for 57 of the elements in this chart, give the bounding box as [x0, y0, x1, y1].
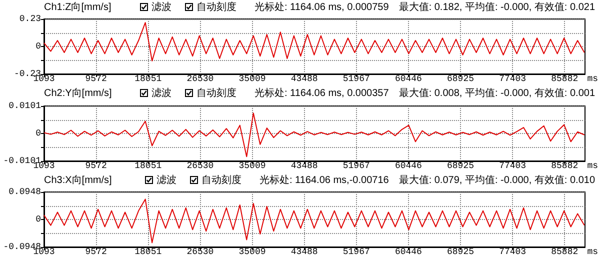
text: 光标处: 1164.06 ms,-0.00716	[259, 174, 389, 187]
x-tick-label: 60446	[394, 74, 422, 84]
line-series	[44, 198, 585, 244]
text: 最大值: 0.079, 平均值: -0.000, 有效值: 0.010	[398, 174, 595, 187]
x-tick-label: 35009	[238, 74, 266, 84]
x-axis-title: ms	[587, 160, 598, 171]
chart-title: Ch2:Y向[mm/s]	[44, 87, 113, 100]
x-tick-label: 85882	[551, 160, 578, 171]
chart-title: Ch1:Z向[mm/s]	[44, 0, 112, 14]
x-tick-label: 9572	[85, 160, 107, 171]
x-tick-label: 68925	[447, 160, 474, 171]
x-tick-label: 85882	[551, 247, 578, 258]
y-tick-label: 0	[36, 128, 41, 138]
text: 自动刻度	[200, 174, 242, 187]
text: 最大值: 0.008, 平均值: -0.000, 有效值: 0.001	[398, 86, 595, 100]
y-tick-label: 0	[36, 42, 41, 52]
x-tick-label: 51967	[342, 160, 370, 171]
x-tick-label: 77403	[499, 74, 526, 84]
x-tick-label: 77403	[499, 247, 526, 258]
text: 光标处: 1164.06 ms, 0.000759	[254, 0, 389, 14]
x-tick-label: 68925	[447, 247, 474, 258]
text: 自动刻度	[195, 86, 236, 100]
x-tick-label: 18051	[134, 247, 162, 258]
y-tick-label: 0.0101	[8, 100, 41, 111]
x-tick-label: 60446	[394, 247, 422, 258]
text: 滤波	[155, 174, 176, 187]
x-tick-label: 9572	[85, 247, 107, 258]
line-series	[44, 22, 585, 62]
chart-title: Ch3:X向[mm/s]	[44, 174, 113, 187]
x-tick-label: 43488	[290, 74, 318, 84]
x-tick-label: 18051	[134, 74, 162, 84]
x-tick-label: 26530	[186, 160, 214, 171]
x-tick-label: 77403	[499, 160, 526, 171]
y-tick-label: 0.0948	[8, 187, 41, 198]
text: 自动刻度	[195, 0, 236, 14]
x-tick-label: 85882	[551, 74, 578, 84]
text: 光标处: 1164.06 ms, 0.000357	[254, 86, 389, 100]
x-tick-label: 26530	[186, 247, 214, 258]
x-tick-label: 60446	[394, 160, 422, 171]
text: 滤波	[150, 86, 172, 100]
x-tick-label: 18051	[134, 160, 162, 171]
x-tick-label: 43488	[290, 247, 318, 258]
text: 滤波	[150, 0, 172, 14]
x-tick-label: 35009	[238, 160, 266, 171]
x-tick-label: 51967	[342, 247, 370, 258]
x-tick-label: 9572	[85, 74, 107, 84]
y-tick-label: 0	[36, 214, 41, 225]
y-tick-label: 0.23	[19, 14, 41, 24]
line-series	[44, 112, 585, 157]
x-tick-label: 35009	[238, 247, 266, 258]
text: 最大值: 0.182, 平均值: -0.000, 有效值: 0.021	[398, 0, 595, 14]
x-tick-label: 51967	[342, 74, 370, 84]
x-tick-label: 26530	[186, 74, 214, 84]
x-tick-label: 43488	[290, 160, 318, 171]
x-tick-label: 68925	[447, 74, 474, 84]
x-axis-title: ms	[587, 247, 598, 258]
x-axis-title: ms	[587, 74, 598, 84]
